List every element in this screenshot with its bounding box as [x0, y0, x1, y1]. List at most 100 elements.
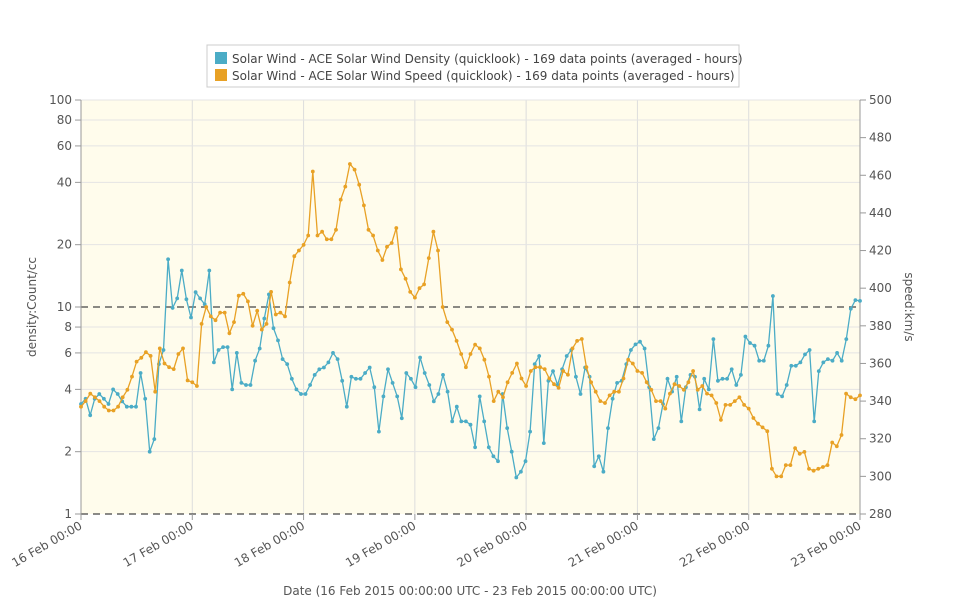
speed-point[interactable]: [858, 393, 862, 398]
speed-point[interactable]: [575, 339, 579, 343]
speed-point[interactable]: [454, 339, 459, 343]
speed-point[interactable]: [617, 389, 621, 394]
speed-point[interactable]: [389, 241, 394, 245]
density-point[interactable]: [115, 392, 120, 396]
speed-point[interactable]: [97, 399, 102, 403]
speed-point[interactable]: [487, 374, 491, 379]
density-point[interactable]: [344, 404, 349, 409]
density-point[interactable]: [349, 374, 354, 379]
density-point[interactable]: [784, 383, 789, 387]
speed-point[interactable]: [556, 386, 561, 390]
speed-point[interactable]: [705, 391, 709, 396]
density-point[interactable]: [651, 437, 656, 441]
legend-label-speed[interactable]: Solar Wind - ACE Solar Wind Speed (quick…: [232, 69, 735, 83]
speed-point[interactable]: [681, 387, 686, 392]
speed-point[interactable]: [473, 342, 477, 347]
density-point[interactable]: [629, 348, 633, 352]
density-point[interactable]: [596, 454, 601, 459]
density-point[interactable]: [381, 394, 386, 399]
speed-point[interactable]: [621, 376, 626, 381]
speed-point[interactable]: [218, 310, 223, 315]
density-point[interactable]: [839, 358, 844, 363]
speed-point[interactable]: [848, 395, 853, 400]
speed-point[interactable]: [658, 399, 663, 403]
speed-point[interactable]: [315, 233, 320, 238]
density-point[interactable]: [528, 429, 532, 434]
speed-point[interactable]: [663, 406, 668, 411]
density-point[interactable]: [711, 337, 716, 341]
speed-point[interactable]: [626, 357, 631, 362]
speed-point[interactable]: [320, 229, 324, 234]
speed-point[interactable]: [760, 425, 765, 430]
speed-point[interactable]: [482, 357, 487, 362]
speed-point[interactable]: [287, 280, 292, 285]
density-point[interactable]: [601, 469, 606, 474]
density-point[interactable]: [775, 392, 780, 396]
speed-point[interactable]: [250, 323, 255, 328]
speed-point[interactable]: [714, 401, 719, 405]
speed-point[interactable]: [691, 369, 695, 373]
speed-point[interactable]: [695, 387, 700, 392]
speed-point[interactable]: [157, 346, 162, 351]
density-point[interactable]: [257, 346, 262, 351]
density-point[interactable]: [161, 348, 166, 352]
speed-point[interactable]: [630, 361, 635, 366]
density-point[interactable]: [468, 422, 473, 427]
density-point[interactable]: [638, 339, 642, 344]
speed-point[interactable]: [394, 226, 399, 230]
density-point[interactable]: [294, 387, 299, 392]
speed-point[interactable]: [644, 380, 649, 385]
density-point[interactable]: [404, 371, 409, 375]
speed-point[interactable]: [723, 403, 728, 407]
density-point[interactable]: [642, 346, 647, 351]
density-point[interactable]: [225, 345, 230, 349]
speed-point[interactable]: [236, 293, 241, 298]
speed-point[interactable]: [134, 359, 139, 364]
speed-point[interactable]: [746, 406, 751, 411]
density-point[interactable]: [615, 381, 619, 385]
density-point[interactable]: [97, 392, 102, 396]
speed-point[interactable]: [505, 380, 510, 385]
speed-point[interactable]: [825, 463, 830, 467]
density-point[interactable]: [340, 378, 345, 383]
speed-point[interactable]: [436, 248, 440, 253]
speed-point[interactable]: [533, 365, 538, 370]
density-point[interactable]: [386, 367, 390, 372]
speed-point[interactable]: [844, 391, 848, 396]
speed-point[interactable]: [93, 395, 97, 400]
speed-point[interactable]: [579, 337, 584, 341]
speed-point[interactable]: [765, 429, 770, 434]
density-point[interactable]: [363, 371, 367, 375]
speed-point[interactable]: [375, 248, 380, 253]
legend-swatch-speed[interactable]: [215, 69, 227, 81]
speed-point[interactable]: [79, 404, 83, 409]
density-point[interactable]: [189, 315, 193, 320]
speed-point[interactable]: [737, 395, 742, 400]
speed-point[interactable]: [334, 227, 338, 232]
density-point[interactable]: [679, 419, 684, 424]
density-point[interactable]: [606, 426, 610, 430]
speed-point[interactable]: [440, 305, 445, 309]
speed-point[interactable]: [700, 384, 705, 388]
speed-point[interactable]: [593, 389, 598, 394]
density-point[interactable]: [592, 464, 597, 469]
density-point[interactable]: [509, 449, 514, 454]
speed-point[interactable]: [264, 322, 269, 326]
speed-point[interactable]: [566, 372, 570, 377]
density-point[interactable]: [716, 378, 720, 383]
density-point[interactable]: [665, 376, 670, 381]
density-point[interactable]: [514, 475, 519, 480]
speed-point[interactable]: [640, 371, 644, 375]
speed-point[interactable]: [524, 384, 528, 388]
speed-point[interactable]: [176, 352, 181, 356]
density-point[interactable]: [312, 373, 317, 377]
density-point[interactable]: [541, 441, 546, 445]
speed-point[interactable]: [797, 451, 802, 456]
density-point[interactable]: [216, 348, 221, 352]
speed-point[interactable]: [167, 365, 172, 370]
density-point[interactable]: [399, 416, 404, 421]
speed-point[interactable]: [830, 440, 835, 445]
density-point[interactable]: [734, 383, 739, 387]
speed-point[interactable]: [779, 474, 784, 479]
density-point[interactable]: [610, 396, 615, 401]
